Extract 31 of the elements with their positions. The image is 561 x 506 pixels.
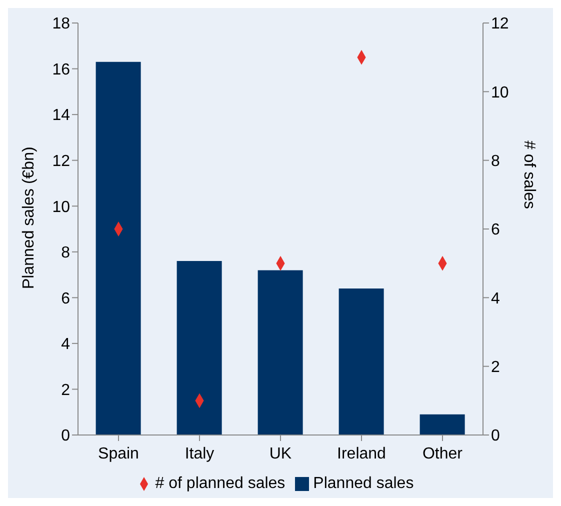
y-tick-label: 4 [61,336,70,354]
y-axis-title: Planned sales (€bn) [20,146,38,289]
legend-label: # of planned sales [155,475,286,492]
x-tick-label: UK [269,445,292,462]
y2-tick-label: 8 [491,153,500,170]
y2-tick-label: 0 [491,428,500,445]
x-tick-label: Italy [184,445,214,462]
bar [176,261,222,435]
y-tick-label: 10 [52,198,70,216]
y2-tick-label: 6 [491,222,500,239]
bar [96,62,141,435]
x-tick-label: Spain [98,445,139,462]
y-tick-label: 16 [52,61,70,78]
y-tick-label: 6 [61,290,70,308]
y2-axis-title: # of sales [520,140,538,209]
y2-tick-label: 2 [491,359,500,376]
y2-tick-label: 4 [491,290,500,308]
y-tick-label: 8 [61,244,70,262]
bar [338,288,384,435]
y2-tick-label: 10 [491,84,509,102]
x-tick-label: Other [422,445,464,462]
bar [420,414,465,435]
y-tick-label: 12 [52,153,70,170]
y-tick-label: 18 [52,16,70,33]
legend-label: Planned sales [313,475,414,492]
y-tick-label: 14 [52,107,70,124]
x-tick-label: Ireland [337,445,386,462]
y-tick-label: 2 [61,382,70,399]
y-tick-label: 0 [61,428,70,445]
y2-tick-label: 12 [491,16,509,33]
bar [258,270,303,435]
